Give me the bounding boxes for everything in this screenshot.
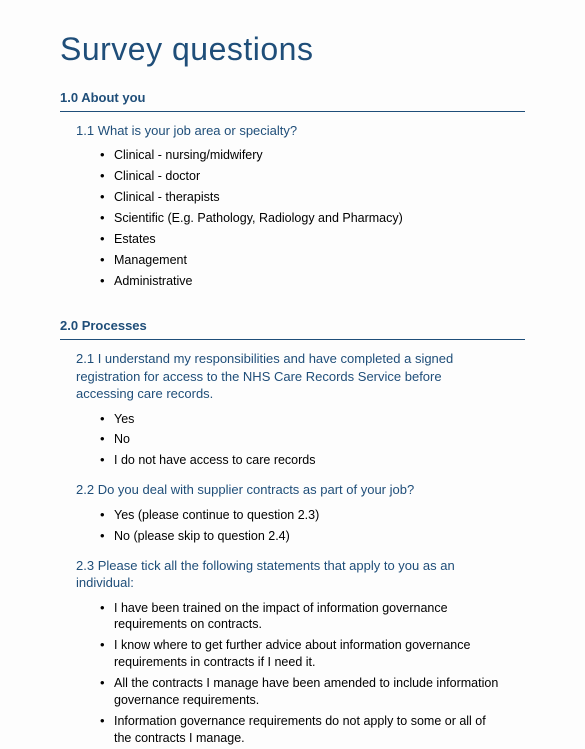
option-item: I know where to get further advice about… (100, 635, 500, 673)
option-item: Yes (please continue to question 2.3) (100, 505, 500, 526)
question-text: Do you deal with supplier contracts as p… (98, 482, 415, 497)
section-number: 1.0 (60, 90, 78, 105)
option-item: Clinical - therapists (100, 187, 500, 208)
section-title: Processes (82, 318, 147, 333)
question-2-2: 2.2 Do you deal with supplier contracts … (76, 481, 496, 499)
question-number: 2.3 (76, 558, 94, 573)
option-item: I have been trained on the impact of inf… (100, 598, 500, 636)
question-text: Please tick all the following statements… (76, 558, 455, 591)
section-number: 2.0 (60, 318, 78, 333)
option-item: Yes (100, 409, 500, 430)
question-text: What is your job area or specialty? (98, 123, 297, 138)
section-title: About you (81, 90, 145, 105)
option-item: Management (100, 250, 500, 271)
options-list-2-1: Yes No I do not have access to care reco… (100, 409, 525, 472)
question-number: 2.1 (76, 351, 94, 366)
question-2-1: 2.1 I understand my responsibilities and… (76, 350, 496, 403)
option-item: Scientific (E.g. Pathology, Radiology an… (100, 208, 500, 229)
section-heading-2: 2.0 Processes (60, 317, 525, 340)
option-item: Clinical - nursing/midwifery (100, 145, 500, 166)
option-item: I do not have access to care records (100, 450, 500, 471)
option-item: Clinical - doctor (100, 166, 500, 187)
options-list-2-3: I have been trained on the impact of inf… (100, 598, 525, 749)
option-item: Estates (100, 229, 500, 250)
question-number: 2.2 (76, 482, 94, 497)
option-item: Information governance requirements do n… (100, 711, 500, 749)
question-number: 1.1 (76, 123, 94, 138)
section-heading-1: 1.0 About you (60, 89, 525, 112)
option-item: No (100, 429, 500, 450)
question-2-3: 2.3 Please tick all the following statem… (76, 557, 496, 592)
option-item: All the contracts I manage have been ame… (100, 673, 500, 711)
page-title: Survey questions (60, 28, 525, 71)
options-list-1-1: Clinical - nursing/midwifery Clinical - … (100, 145, 525, 291)
question-1-1: 1.1 What is your job area or specialty? (76, 122, 496, 140)
option-item: Administrative (100, 271, 500, 292)
option-item: No (please skip to question 2.4) (100, 526, 500, 547)
question-text: I understand my responsibilities and hav… (76, 351, 453, 401)
options-list-2-2: Yes (please continue to question 2.3) No… (100, 505, 525, 547)
